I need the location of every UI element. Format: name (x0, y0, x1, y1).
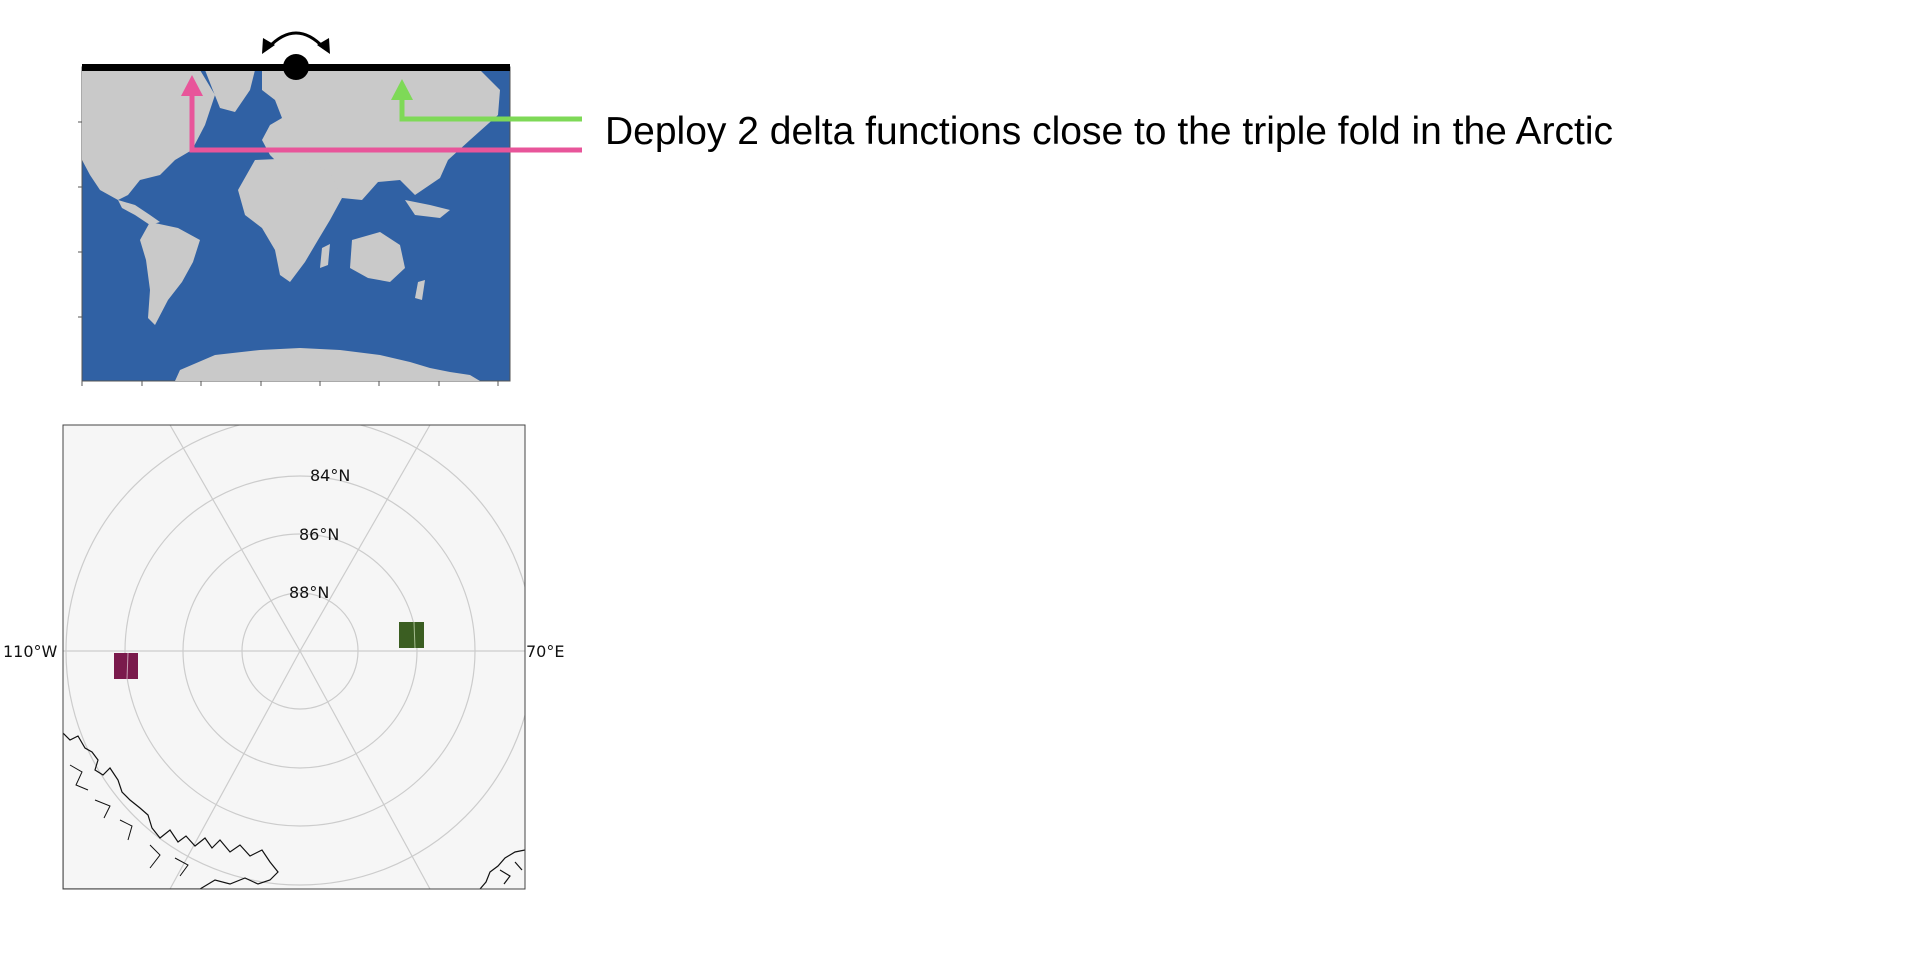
coastline-canadian-arctic (63, 732, 279, 889)
landmass-antarctica (175, 348, 480, 381)
polar-map-frame (62, 424, 526, 890)
landmass-australia (350, 232, 405, 282)
landmass-new-zealand (415, 280, 425, 300)
fold-rotation-arrow (266, 31, 326, 50)
lon-label-70e: 70°E (526, 642, 564, 661)
landmass-central-america (118, 200, 160, 225)
lat-label-86: 86°N (299, 525, 339, 544)
coastline-greenland-edge (479, 849, 525, 889)
green-connector (391, 79, 582, 122)
polar-map: 84°N 86°N 88°N 110°W 70°E (3, 424, 564, 890)
landmass-north-america (82, 70, 215, 200)
tripolar-fold-indicator (82, 31, 510, 80)
landmass-eurasia (262, 70, 500, 200)
world-map (78, 66, 511, 386)
lat-label-84: 84°N (310, 466, 350, 485)
landmass-africa (238, 158, 342, 282)
landmass-greenland (205, 70, 255, 112)
fold-rotation-arrowhead-right (317, 38, 330, 54)
polar-grid (63, 425, 525, 889)
lon-label-110w: 110°W (3, 642, 58, 661)
pink-connector (181, 75, 582, 153)
delta-function-left (114, 653, 138, 679)
landmass-indonesia (405, 200, 450, 218)
world-map-ticks (78, 121, 499, 386)
pink-arrow-line (189, 92, 582, 153)
fold-hinge (283, 54, 309, 80)
annotation-caption: Deploy 2 delta functions close to the tr… (605, 110, 1614, 153)
landmass-madagascar (320, 244, 330, 268)
green-arrow-line (399, 96, 582, 122)
lat-label-88: 88°N (289, 583, 329, 602)
polar-map-background (63, 425, 525, 889)
coastline-channels (69, 764, 189, 877)
green-arrow-head (391, 79, 413, 100)
delta-function-right (399, 622, 424, 648)
landmass-south-america (140, 222, 200, 325)
fold-rotation-arrowhead-left (262, 38, 275, 54)
pink-arrow-head (181, 75, 203, 96)
